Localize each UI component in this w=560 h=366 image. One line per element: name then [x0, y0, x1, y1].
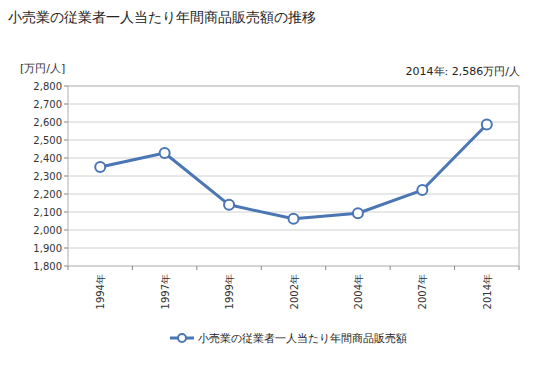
point-marker	[417, 185, 427, 195]
annotation: 2014年: 2,586万円/人	[406, 65, 520, 78]
point-marker	[95, 162, 105, 172]
grid-line	[68, 86, 519, 87]
y-tick-label: 2,600	[33, 117, 62, 128]
x-tick-label: 1994年	[95, 274, 106, 309]
y-tick-label: 2,100	[33, 207, 62, 218]
x-tick	[325, 266, 326, 270]
point-marker	[482, 120, 492, 130]
background	[0, 0, 560, 366]
grid-line	[68, 104, 519, 105]
x-tick	[196, 266, 197, 270]
chart-container: 小売業の従業者一人当たり年間商品販売額の推移 [万円/人] 2014年: 2,586…	[0, 0, 560, 366]
grid-line	[68, 194, 519, 195]
point-marker	[224, 200, 234, 210]
y-tick	[64, 140, 68, 141]
y-tick-label: 2,400	[33, 153, 62, 164]
y-tick	[64, 158, 68, 159]
x-tick-label: 2004年	[353, 274, 364, 309]
grid-line	[68, 140, 519, 141]
x-tick	[132, 266, 133, 270]
point-marker	[160, 148, 170, 158]
y-axis-label: [万円/人]	[20, 62, 65, 75]
x-tick	[390, 266, 391, 270]
x-tick-label: 2002年	[289, 274, 300, 309]
chart-svg: 小売業の従業者一人当たり年間商品販売額の推移 [万円/人] 2014年: 2,586…	[0, 0, 560, 366]
grid-line	[68, 176, 519, 177]
y-tick-label: 2,700	[33, 99, 62, 110]
x-tick	[68, 266, 69, 270]
y-tick	[64, 230, 68, 231]
x-tick-label: 2007年	[417, 274, 428, 309]
point-marker	[289, 214, 299, 224]
legend-label: 小売業の従業者一人当たり年間商品販売額	[198, 332, 407, 345]
grid-line	[68, 122, 519, 123]
grid-line	[68, 248, 519, 249]
y-tick	[64, 266, 68, 267]
x-tick	[454, 266, 455, 270]
y-tick	[64, 122, 68, 123]
y-tick	[64, 212, 68, 213]
y-tick-label: 2,800	[33, 81, 62, 92]
y-tick-label: 2,200	[33, 189, 62, 200]
y-tick-label: 1,800	[33, 261, 62, 272]
series-group	[95, 120, 492, 224]
grid-line	[68, 266, 519, 267]
y-tick-label: 2,500	[33, 135, 62, 146]
y-tick	[64, 194, 68, 195]
series-line	[100, 125, 487, 219]
grid-line	[68, 212, 519, 213]
x-tick	[261, 266, 262, 270]
y-tick	[64, 248, 68, 249]
y-tick	[64, 86, 68, 87]
y-tick-label: 2,000	[33, 225, 62, 236]
y-tick	[64, 104, 68, 105]
x-tick-label: 1997年	[160, 274, 171, 309]
x-tick	[519, 266, 520, 270]
y-tick-label: 1,900	[33, 243, 62, 254]
grid-line	[68, 230, 519, 231]
legend-marker	[178, 334, 186, 342]
y-tick-label: 2,300	[33, 171, 62, 182]
point-marker	[353, 208, 363, 218]
y-tick	[64, 176, 68, 177]
x-tick-label: 1999年	[224, 274, 235, 309]
x-tick-label: 2014年	[482, 274, 493, 309]
title: 小売業の従業者一人当たり年間商品販売額の推移	[8, 9, 316, 25]
plot-area	[68, 86, 519, 266]
